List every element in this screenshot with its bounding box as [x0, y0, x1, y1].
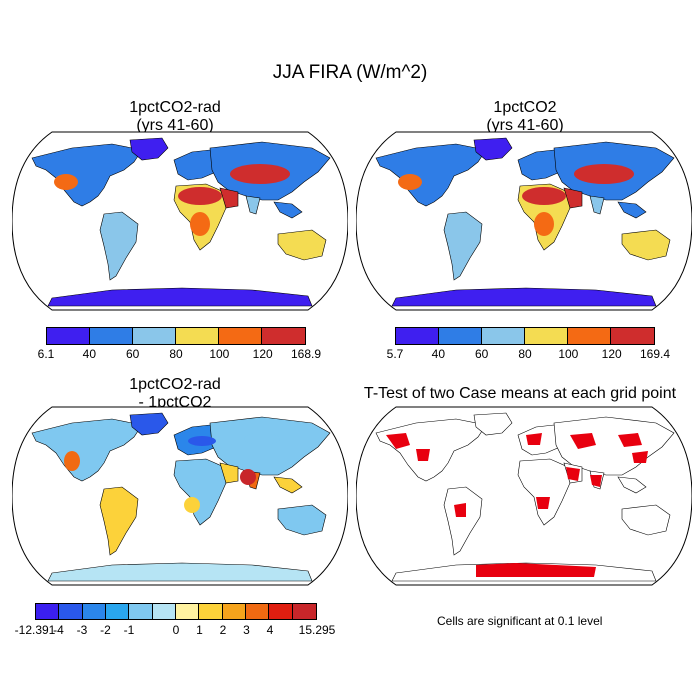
colorbar-tick-label: 100: [558, 347, 579, 361]
colorbar-tick-label: -2: [100, 623, 111, 637]
colorbar-box: [482, 328, 525, 344]
map-panel-difference: [12, 406, 348, 586]
colorbar-tick-label: 168.9: [290, 347, 322, 361]
colorbar-tick-label: 80: [169, 347, 183, 361]
colorbar-tick-label: 6.1: [37, 347, 55, 361]
colorbar-box: [439, 328, 482, 344]
colorbar-3-ticks: -12.391 -4 -3 -2 -1 0 1 2 3 4 15.295: [0, 623, 350, 639]
colorbar-box: [219, 328, 262, 344]
colorbar-box: [292, 604, 316, 619]
panel1-title: 1pctCO2-rad (yrs 41-60): [10, 99, 340, 135]
colorbar-tick-label: 40: [82, 347, 97, 361]
colorbar-tick-label: 120: [252, 347, 273, 361]
significance-note: Cells are significant at 0.1 level: [437, 614, 603, 628]
map-panel-1pctco2-rad: [12, 131, 348, 311]
colorbar-tick-label: 4: [266, 623, 274, 637]
panel2-title-line2: (yrs 41-60): [486, 117, 564, 134]
colorbar-tick-label: 15.295: [298, 623, 336, 637]
colorbar-2: [395, 327, 655, 345]
colorbar-box: [525, 328, 568, 344]
colorbar-box: [269, 604, 293, 619]
colorbar-tick-label: -12.391: [14, 623, 56, 637]
colorbar-box: [199, 604, 223, 619]
colorbar-tick-label: -3: [76, 623, 88, 637]
colorbar-box: [568, 328, 611, 344]
colorbar-tick-label: 120: [601, 347, 622, 361]
map-panel-1pctco2: [356, 131, 692, 311]
colorbar-tick-label: 100: [209, 347, 230, 361]
figure-title: JJA FIRA (W/m^2): [272, 62, 428, 83]
colorbar-box: [262, 328, 305, 344]
colorbar-box: [133, 328, 176, 344]
colorbar-tick-label: 5.7: [386, 347, 404, 361]
colorbar-box: [82, 604, 106, 619]
panel4-title-line1: T-Test of two Case means at each grid po…: [363, 385, 677, 402]
colorbar-box: [611, 328, 654, 344]
panel1-title-line1: 1pctCO2-rad: [129, 99, 221, 116]
colorbar-tick-label: 169.4: [639, 347, 671, 361]
colorbar-tick-label: 60: [125, 347, 140, 361]
panel2-title-line1: 1pctCO2: [493, 99, 557, 116]
colorbar-3: [35, 603, 317, 620]
colorbar-box: [59, 604, 83, 619]
colorbar-1: [46, 327, 306, 345]
colorbar-tick-label: 3: [243, 623, 250, 637]
panel2-title: 1pctCO2 (yrs 41-60): [360, 99, 690, 135]
colorbar-tick-label: -1: [123, 623, 135, 637]
colorbar-box: [175, 604, 200, 619]
colorbar-box: [129, 604, 153, 619]
colorbar-tick-label: 40: [431, 347, 446, 361]
colorbar-tick-label: 60: [474, 347, 489, 361]
panel3-title-line1: 1pctCO2-rad: [129, 376, 221, 393]
panel1-title-line2: (yrs 41-60): [136, 117, 214, 134]
colorbar-box: [105, 604, 130, 619]
colorbar-2-ticks: 5.7 40 60 80 100 120 169.4: [0, 347, 700, 363]
map-panel-ttest: [356, 406, 692, 586]
colorbar-tick-label: 1: [196, 623, 203, 637]
colorbar-tick-label: 80: [518, 347, 532, 361]
colorbar-box: [245, 604, 270, 619]
colorbar-box: [396, 328, 439, 344]
colorbar-box: [36, 604, 60, 619]
colorbar-box: [47, 328, 90, 344]
panel4-title: T-Test of two Case means at each grid po…: [345, 385, 695, 403]
colorbar-tick-label: 2: [219, 623, 227, 637]
colorbar-tick-label: -4: [53, 623, 64, 637]
colorbar-box: [152, 604, 176, 619]
colorbar-box: [222, 604, 246, 619]
colorbar-box: [176, 328, 219, 344]
colorbar-tick-label: 0: [172, 623, 180, 637]
colorbar-1-ticks: 6.1 40 60 80 100 120 168.9: [0, 347, 350, 363]
colorbar-box: [90, 328, 133, 344]
